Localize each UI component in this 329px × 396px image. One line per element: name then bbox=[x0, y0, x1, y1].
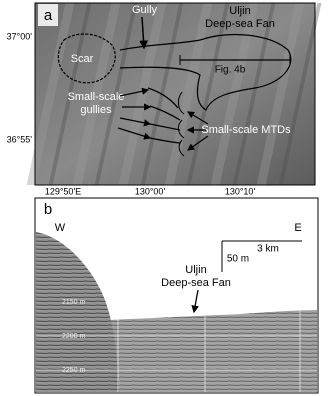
lon-tick-label: 130°00' bbox=[135, 186, 166, 196]
mtd-outlines bbox=[177, 91, 185, 157]
panel-a: a Scar Gully Uljin Deep-sea Fan Fig. 4b … bbox=[7, 2, 329, 196]
depth-label: 2150 m bbox=[62, 299, 86, 306]
fig-ref: Fig. 4b bbox=[215, 65, 246, 76]
fan-outline bbox=[119, 33, 292, 111]
scale-v-label: 50 m bbox=[227, 254, 249, 265]
east-label: E bbox=[294, 222, 301, 234]
panel-b: b W E 3 km 50 m 2150 m 2200 m 2250 m Ulj… bbox=[34, 197, 319, 394]
fan-arrow bbox=[191, 289, 199, 314]
fan-label: Uljin bbox=[229, 5, 250, 17]
map-frame bbox=[34, 2, 316, 186]
gully-arrows bbox=[117, 87, 181, 144]
fan-label: Deep-sea Fan bbox=[205, 18, 275, 30]
depth-label: 2200 m bbox=[62, 333, 86, 340]
depth-label: 2250 m bbox=[62, 367, 86, 374]
panel-label: a bbox=[44, 7, 53, 24]
lat-tick-label: 37°00' bbox=[7, 31, 33, 41]
scale-h-label: 3 km bbox=[257, 244, 279, 255]
lat-tick-label: 36°55' bbox=[7, 134, 33, 144]
gullies-label: Small-scale bbox=[68, 91, 125, 103]
slope-reflector bbox=[36, 232, 120, 392]
gullies-label: gullies bbox=[80, 104, 112, 116]
fan-label: Uljin bbox=[185, 264, 206, 276]
scar-label: Scar bbox=[71, 53, 94, 65]
map-texture bbox=[16, 3, 329, 185]
mtd-arrows bbox=[186, 111, 209, 151]
depth-grid bbox=[36, 311, 317, 392]
scar-outline bbox=[57, 33, 116, 84]
lon-tick-label: 130°10' bbox=[225, 186, 256, 196]
gully-label: Gully bbox=[132, 4, 158, 16]
lon-tick-label: 129°50'E bbox=[45, 186, 81, 196]
panel-label: b bbox=[44, 201, 52, 218]
west-label: W bbox=[55, 222, 66, 234]
fan-label: Deep-sea Fan bbox=[161, 277, 231, 289]
label-bg bbox=[38, 4, 58, 26]
fan-reflector bbox=[110, 310, 317, 392]
mtds-label: Small-scale MTDs bbox=[201, 124, 291, 136]
label-bg bbox=[38, 199, 58, 221]
gully-arrow bbox=[139, 16, 149, 50]
